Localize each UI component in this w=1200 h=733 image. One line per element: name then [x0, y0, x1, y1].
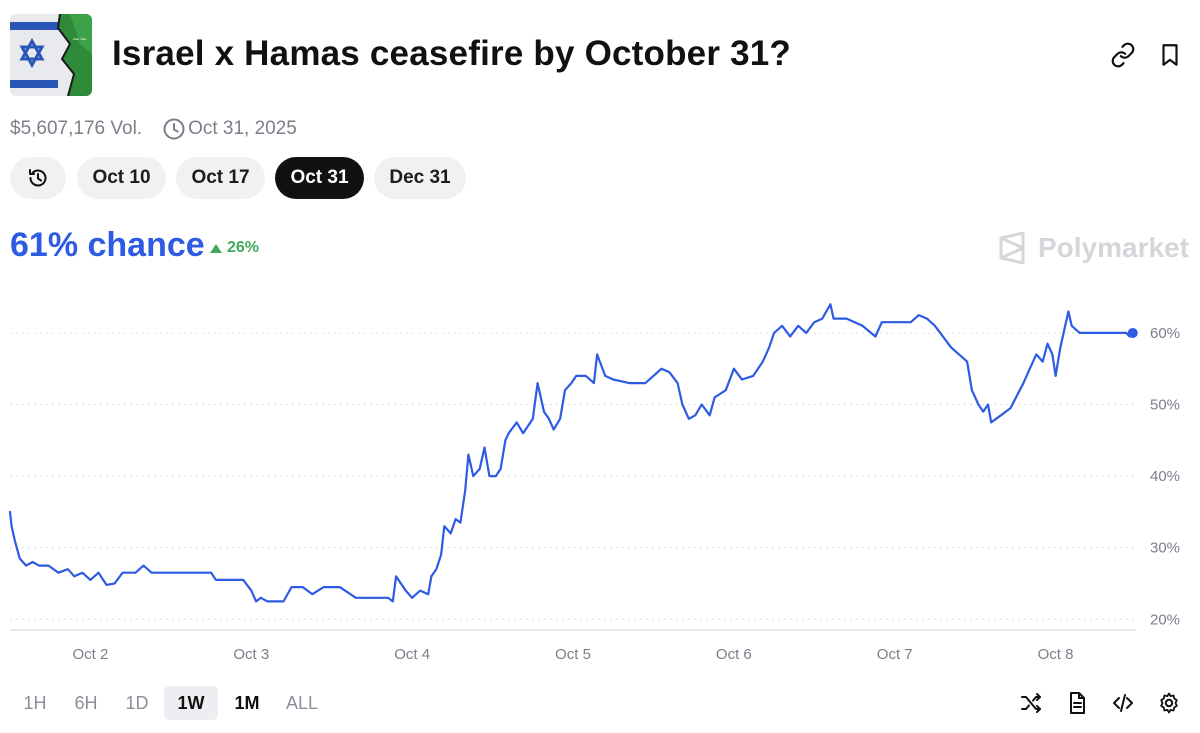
- history-button[interactable]: [10, 157, 66, 199]
- timeframe-1d[interactable]: 1D: [125, 692, 149, 713]
- tab-oct-10[interactable]: Oct 10: [77, 157, 166, 199]
- link-icon[interactable]: [1110, 42, 1136, 68]
- polymarket-logo-icon: [999, 232, 1025, 264]
- document-icon[interactable]: [1065, 691, 1089, 715]
- volume-text: $5,607,176 Vol.: [10, 118, 143, 139]
- y-tick-label: 50%: [1150, 397, 1180, 414]
- x-tick-labels: Oct 2 Oct 3 Oct 4 Oct 5 Oct 6 Oct 7 Oct 8: [72, 646, 1073, 663]
- current-value-dot: [1127, 327, 1138, 338]
- timeframe-6h[interactable]: 6H: [74, 692, 98, 713]
- change-badge: 26%: [210, 239, 259, 257]
- timeframe-1h[interactable]: 1H: [23, 692, 47, 713]
- shuffle-icon[interactable]: [1019, 691, 1043, 715]
- x-tick-label: Oct 6: [716, 646, 752, 663]
- tab-oct-17[interactable]: Oct 17: [176, 157, 265, 199]
- code-icon[interactable]: [1111, 691, 1135, 715]
- x-tick-label: Oct 2: [72, 646, 108, 663]
- timeframe-all[interactable]: ALL: [285, 692, 319, 713]
- bookmark-icon[interactable]: [1157, 42, 1183, 68]
- y-tick-label: 20%: [1150, 611, 1180, 628]
- x-tick-label: Oct 7: [877, 646, 913, 663]
- history-icon: [29, 169, 47, 187]
- tab-oct-31[interactable]: Oct 31: [275, 157, 364, 199]
- y-tick-label: 40%: [1150, 468, 1180, 485]
- probability-line: [8, 303, 1134, 603]
- chance-value: 61% chance: [10, 226, 205, 264]
- price-chart[interactable]: 20%30%40%50%60% Oct 2 Oct 3 Oct 4 Oct 5 Oct …: [0, 290, 1200, 676]
- chart-grid: [10, 332, 1136, 620]
- polymarket-watermark: Polymarket: [998, 232, 1189, 264]
- x-tick-label: Oct 8: [1038, 646, 1074, 663]
- end-date-text: Oct 31, 2025: [188, 118, 297, 139]
- svg-text:~~: ~~: [72, 35, 87, 45]
- y-tick-labels: 20% 30% 40% 50% 60%: [1150, 325, 1180, 628]
- clock-icon: [163, 118, 185, 140]
- x-tick-label: Oct 4: [394, 646, 430, 663]
- change-value: 26%: [227, 239, 260, 256]
- timeframe-1m[interactable]: 1M: [234, 692, 260, 713]
- market-meta: $5,607,176 Vol. Oct 31, 2025: [10, 118, 297, 140]
- y-tick-label: 60%: [1150, 325, 1180, 342]
- gear-icon[interactable]: [1157, 691, 1181, 715]
- timeframe-1w[interactable]: 1W: [164, 686, 218, 720]
- x-tick-label: Oct 5: [555, 646, 591, 663]
- y-tick-label: 30%: [1150, 540, 1180, 557]
- brand-name: Polymarket: [1038, 232, 1189, 263]
- page-title: Israel x Hamas ceasefire by October 31?: [112, 34, 792, 73]
- up-arrow-icon: [210, 243, 222, 253]
- tab-dec-31[interactable]: Dec 31: [374, 157, 466, 199]
- x-tick-label: Oct 3: [233, 646, 269, 663]
- market-thumbnail: ~~: [10, 14, 92, 96]
